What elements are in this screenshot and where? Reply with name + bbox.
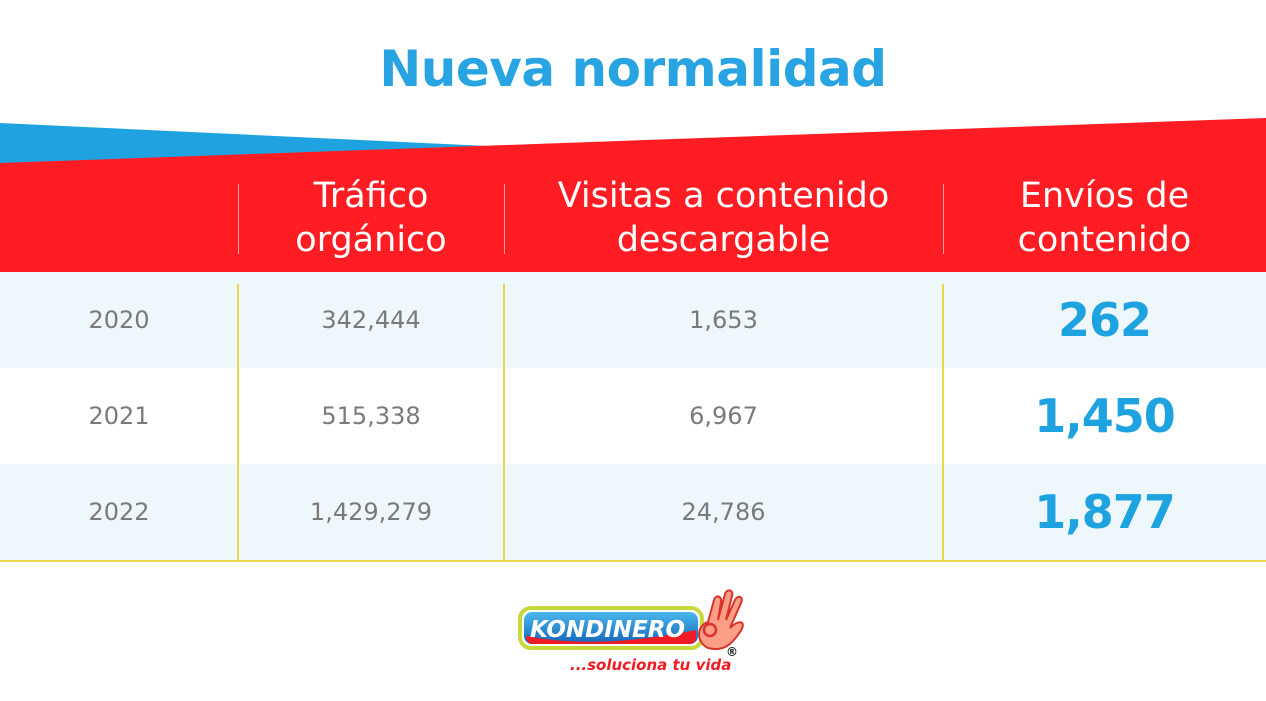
registered-mark: ® [726,645,738,659]
header-envios-contenido: Envíos de contenido [943,168,1266,268]
cell-year: 2021 [88,402,150,430]
cell-envios: 1,450 [1034,389,1176,443]
column-divider [942,284,944,561]
header-visitas-line-2: descargable [616,220,831,260]
header-envios-line-2: contenido [1017,220,1192,260]
ok-hand-icon [698,589,744,650]
logo-brand-text: KONDINERO [530,617,685,643]
column-divider [503,284,505,561]
cell-year: 2020 [88,306,150,334]
cell-visitas: 1,653 [689,306,758,334]
column-divider [237,284,239,561]
header-trafico-line-2: orgánico [295,220,447,260]
table-row: 2020 342,444 1,653 262 [0,272,1266,368]
cell-year: 2022 [88,498,150,526]
table-bottom-border [0,560,1266,562]
cell-envios: 1,877 [1034,485,1176,539]
header-divider [943,184,944,254]
table-header-row: Tráfico orgánico Visitas a contenido des… [0,168,1266,268]
cell-trafico: 1,429,279 [309,498,433,526]
header-visitas-line-1: Visitas a contenido [557,176,890,216]
header-divider [504,184,505,254]
cell-envios: 262 [1057,293,1152,347]
header-trafico-organico: Tráfico orgánico [238,168,504,268]
table-row: 2021 515,338 6,967 1,450 [0,368,1266,464]
header-envios-line-1: Envíos de [1019,176,1190,216]
cell-visitas: 24,786 [681,498,766,526]
cell-trafico: 342,444 [321,306,421,334]
header-trafico-line-1: Tráfico [313,176,429,216]
table-row: 2022 1,429,279 24,786 1,877 [0,464,1266,560]
cell-trafico: 515,338 [321,402,421,430]
cell-visitas: 6,967 [689,402,758,430]
header-divider [238,184,239,254]
header-visitas-contenido: Visitas a contenido descargable [504,168,943,268]
logo-tagline: ...soluciona tu vida [570,656,731,674]
page-title: Nueva normalidad [379,40,887,98]
kondinero-logo: KONDINERO ® ...soluciona tu vida [518,589,744,674]
